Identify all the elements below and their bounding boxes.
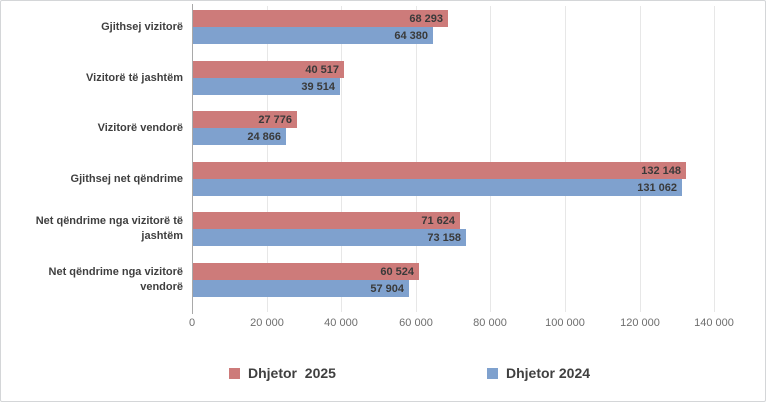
bar-value-label: 39 514: [301, 80, 335, 93]
bar-value-label: 57 904: [370, 282, 404, 295]
category-label: Gjithsej net qëndrime: [70, 172, 183, 185]
bar-dhjetor-2025: 68 293: [193, 10, 448, 27]
category-label: Vizitorë vendorë: [97, 121, 183, 134]
gridline: [714, 6, 715, 312]
bar-dhjetor-2025: 27 776: [193, 111, 297, 128]
bar-dhjetor-2024: 24 866: [193, 128, 286, 145]
bar-dhjetor-2025: 71 624: [193, 212, 460, 229]
bar-dhjetor-2025: 60 524: [193, 263, 419, 280]
chart-legend: Dhjetor 2025 Dhjetor 2024: [1, 365, 765, 389]
bar-value-label: 60 524: [380, 265, 414, 278]
gridline: [341, 6, 342, 312]
x-axis-tick-label: 100 000: [545, 317, 585, 329]
bar-dhjetor-2024: 131 062: [193, 179, 682, 196]
bar-value-label: 24 866: [247, 130, 281, 143]
gridline: [565, 6, 566, 312]
bar-dhjetor-2025: 132 148: [193, 162, 686, 179]
x-axis-tick-label: 80 000: [473, 317, 507, 329]
bar-value-label: 71 624: [421, 214, 455, 227]
bar-value-label: 68 293: [409, 12, 443, 25]
bar-dhjetor-2024: 73 158: [193, 229, 466, 246]
bar-dhjetor-2025: 40 517: [193, 61, 344, 78]
y-axis-line: [192, 4, 193, 314]
category-label: Gjithsej vizitorë: [101, 20, 183, 33]
gridline: [267, 6, 268, 312]
x-axis-tick-label: 120 000: [620, 317, 660, 329]
legend-item-dhjetor-2025: Dhjetor 2025: [229, 365, 336, 381]
bar-value-label: 40 517: [305, 63, 339, 76]
bar-dhjetor-2024: 39 514: [193, 78, 340, 95]
bar-value-label: 132 148: [641, 164, 681, 177]
legend-swatch-red: [229, 367, 240, 379]
category-label: Net qëndrime nga vizitorë vendorë: [48, 266, 183, 293]
x-axis-tick-label: 40 000: [324, 317, 358, 329]
gridline: [640, 6, 641, 312]
legend-label: Dhjetor 2024: [506, 365, 591, 381]
x-axis-tick-label: 0: [188, 317, 196, 329]
x-axis-tick-label: 60 000: [399, 317, 433, 329]
category-label: Net qëndrime nga vizitorë të jashtëm: [35, 215, 183, 242]
legend-item-dhjetor-2024: Dhjetor 2024: [487, 365, 590, 381]
bar-dhjetor-2024: 57 904: [193, 280, 409, 297]
category-label: Vizitorë të jashtëm: [86, 71, 183, 84]
bar-value-label: 27 776: [258, 113, 292, 126]
bar-value-label: 73 158: [427, 231, 461, 244]
gridline: [490, 6, 491, 312]
gridline: [416, 6, 417, 312]
legend-swatch-blue: [487, 367, 498, 379]
x-axis-tick-label: 20 000: [250, 317, 284, 329]
bar-value-label: 131 062: [637, 181, 677, 194]
bar-dhjetor-2024: 64 380: [193, 27, 433, 44]
x-axis-tick-label: 140 000: [694, 317, 734, 329]
legend-label: Dhjetor 2025: [248, 365, 336, 381]
bar-value-label: 64 380: [394, 29, 428, 42]
